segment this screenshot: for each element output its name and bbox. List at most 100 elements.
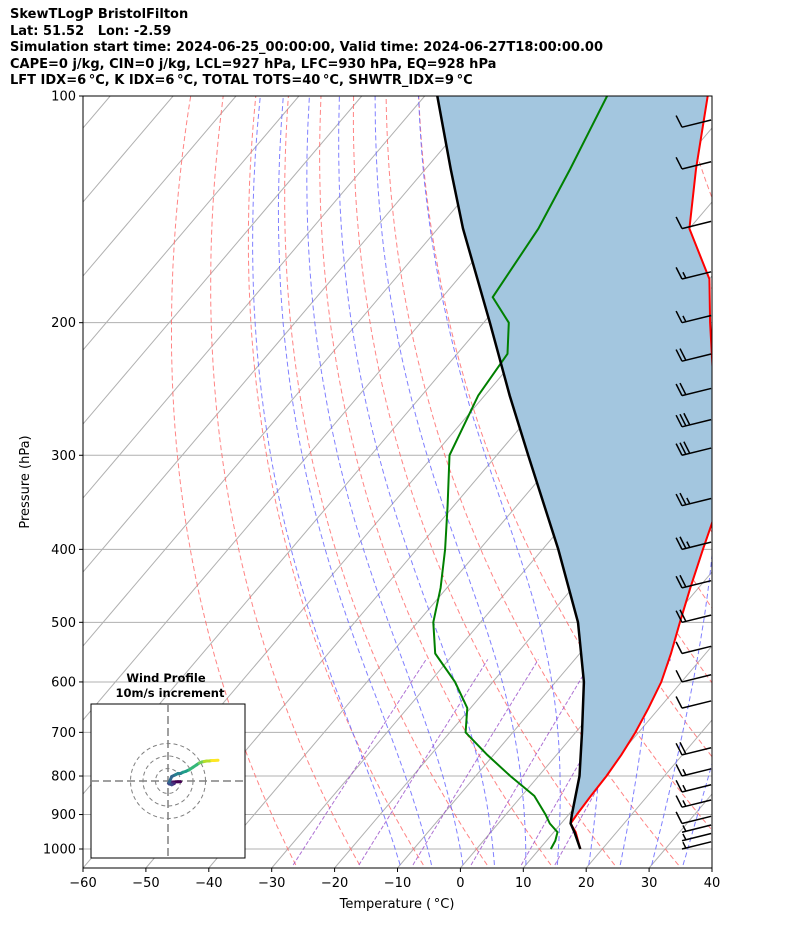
mixing-ratio-line <box>292 659 427 866</box>
wind-barb-staff <box>681 700 712 709</box>
wind-barb-staff <box>681 220 712 230</box>
y-tick-label: 1000 <box>43 843 76 858</box>
isotherm-line <box>585 719 712 868</box>
isotherm-line <box>711 867 712 868</box>
wind-barb-half-flag <box>682 800 687 807</box>
x-tick-label: 10 <box>515 876 532 891</box>
wind-barb-staff <box>681 784 712 793</box>
wind-barb-flag <box>675 537 683 550</box>
header-indices: LFT IDX=6 °C, K IDX=6 °C, TOTAL TOTS=40 … <box>10 73 473 88</box>
wind-barb-flag <box>675 575 683 589</box>
mixing-ratio-line <box>470 659 594 866</box>
wind-barb-flag <box>679 741 687 755</box>
wind-barb-staff <box>681 353 712 362</box>
wind-barb-flag <box>679 442 687 455</box>
wind-barb-half-flag <box>682 315 687 323</box>
wind-barb <box>675 764 712 777</box>
temperature-line <box>569 96 712 850</box>
moist-adiabat <box>252 96 401 866</box>
wind-barb-staff <box>681 746 712 756</box>
wind-barb-half-flag <box>682 825 687 832</box>
isotherm-line <box>522 645 712 868</box>
y-tick-label: 500 <box>51 616 76 631</box>
wind-barb-half-flag <box>682 833 687 841</box>
header-title: SkewTLogP BristolFilton <box>10 7 189 22</box>
isotherm-line <box>775 96 794 868</box>
wind-barb-staff <box>681 314 712 324</box>
wind-barb <box>681 832 712 842</box>
x-tick-label: 0 <box>456 876 464 891</box>
wind-barb-staff <box>681 824 712 833</box>
wind-barb-flag <box>679 574 687 588</box>
wind-barb <box>675 216 712 230</box>
moist-adiabat <box>715 96 794 865</box>
x-tick-label: −50 <box>132 876 159 891</box>
y-tick-label: 900 <box>51 808 76 823</box>
moist-adiabat <box>277 96 432 866</box>
wind-barb-staff <box>681 271 712 280</box>
wind-barb-staff <box>681 674 712 683</box>
wind-barb-staff <box>681 645 712 655</box>
mixing-ratio-line <box>412 659 539 866</box>
wind-barb-flag <box>679 348 687 361</box>
wind-barb-flag <box>675 156 683 170</box>
wind-barb-half-flag <box>682 271 687 279</box>
wind-barb <box>681 824 712 833</box>
wind-barb <box>675 669 712 683</box>
wind-barb-staff <box>681 161 712 170</box>
wind-barb-staff <box>681 119 712 128</box>
wind-barb-flag <box>675 610 683 623</box>
moist-adiabat <box>306 96 464 866</box>
wind-barb-staff <box>681 799 712 808</box>
wind-barb-staff <box>681 579 712 589</box>
dry-adiabat <box>385 96 679 866</box>
y-axis-label: Pressure (hPa) <box>18 435 33 528</box>
x-tick-label: −20 <box>321 876 348 891</box>
wind-barb-half-flag <box>682 784 687 792</box>
wind-barb <box>675 441 712 457</box>
wind-barb-flag <box>675 414 683 428</box>
wind-barb-flag <box>679 382 687 396</box>
x-tick-label: −30 <box>258 876 285 891</box>
wind-barb-flag <box>683 412 691 426</box>
cape-shading <box>437 96 712 849</box>
wind-barb <box>675 574 712 589</box>
wind-barb <box>675 267 712 280</box>
isotherm-line <box>83 96 551 647</box>
dry-adiabat <box>247 96 424 866</box>
x-tick-label: 40 <box>704 876 721 891</box>
hodograph-title: Wind Profile <box>126 671 206 685</box>
axes-layer: −60 −50 −40 −30 −20 −10 0 10 20 30 40 1000 900 800 700… <box>43 90 720 892</box>
parcel-profile-line <box>436 96 586 850</box>
wind-barb-flag <box>675 267 683 280</box>
dry-adiabat <box>711 96 712 99</box>
x-tick-label: 30 <box>641 876 658 891</box>
wind-barb-staff <box>681 832 712 842</box>
wind-barb-staff <box>681 614 712 624</box>
wind-barb-flag <box>675 493 683 507</box>
wind-barb-flag <box>675 349 683 362</box>
wind-barb-flag <box>679 536 687 549</box>
wind-barb <box>681 841 712 850</box>
wind-barb-staff <box>681 815 712 825</box>
y-tick-label: 200 <box>51 316 76 331</box>
hodograph-subtitle: 10m/s increment <box>116 686 225 700</box>
wind-barb-staff <box>681 387 712 397</box>
wind-barb-half-flag <box>682 841 687 849</box>
moist-adiabat <box>374 96 527 865</box>
wind-barb-flag <box>675 383 683 396</box>
wind-barb-flag <box>675 641 683 654</box>
wind-barb <box>675 115 712 128</box>
y-tick-label: 100 <box>51 90 76 105</box>
isotherm-line <box>145 201 712 868</box>
isotherm-line <box>83 96 363 425</box>
wind-barb-half-flag <box>686 541 691 548</box>
wind-barb-flag <box>675 115 683 128</box>
x-axis-label: Temperature ( °C) <box>339 897 455 912</box>
wind-barb <box>675 492 712 507</box>
wind-barb-flag <box>675 811 683 824</box>
wind-barb-flag <box>679 609 687 622</box>
wind-barb <box>675 696 712 709</box>
y-tick-label: 700 <box>51 726 76 741</box>
wind-barbs <box>675 115 712 850</box>
